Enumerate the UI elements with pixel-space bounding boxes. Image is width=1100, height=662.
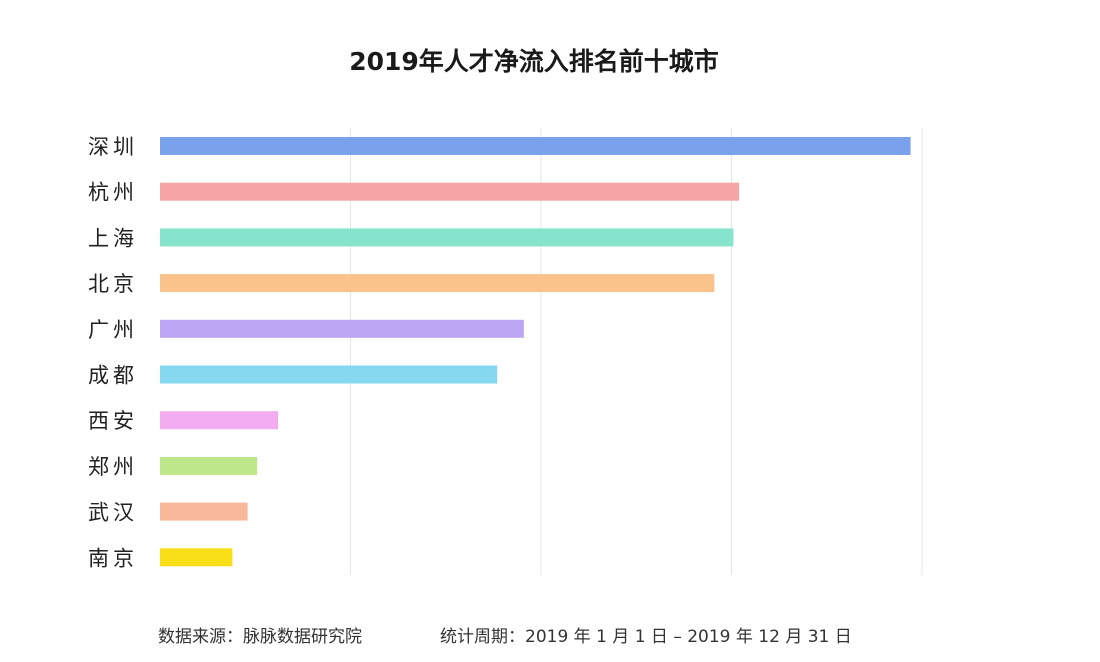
- data-source-note: 数据来源：脉脉数据研究院: [158, 627, 362, 647]
- bar: [160, 228, 734, 247]
- category-label: 郑州: [88, 455, 138, 479]
- category-label: 上海: [88, 226, 138, 250]
- category-label: 杭州: [88, 181, 138, 205]
- bars: [160, 137, 911, 567]
- grid-lines: [350, 128, 923, 575]
- category-label: 武汉: [88, 501, 138, 525]
- category-label: 南京: [88, 546, 138, 570]
- bar: [160, 365, 498, 384]
- category-label: 成都: [88, 364, 138, 388]
- bar: [160, 411, 279, 430]
- category-label: 北京: [88, 272, 138, 296]
- statistics-period-note: 统计周期：2019 年 1 月 1 日 – 2019 年 12 月 31 日: [440, 627, 852, 647]
- category-label: 西安: [88, 409, 138, 433]
- category-label: 广州: [88, 318, 138, 342]
- bar: [160, 548, 233, 567]
- category-label: 深圳: [88, 135, 138, 159]
- bar: [160, 456, 258, 475]
- bar: [160, 182, 740, 201]
- bar: [160, 274, 715, 293]
- bar: [160, 502, 248, 521]
- bar: [160, 319, 524, 338]
- chart-title: 2019年人才净流入排名前十城市: [349, 47, 719, 76]
- bar: [160, 137, 911, 155]
